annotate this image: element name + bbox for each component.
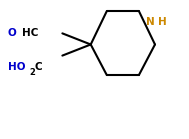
Text: N: N [146, 17, 154, 27]
Text: O: O [8, 28, 16, 38]
Text: C: C [35, 62, 43, 72]
Text: HO: HO [8, 62, 25, 72]
Text: H: H [158, 17, 167, 27]
Text: HC: HC [22, 28, 38, 38]
Text: 2: 2 [29, 68, 35, 77]
